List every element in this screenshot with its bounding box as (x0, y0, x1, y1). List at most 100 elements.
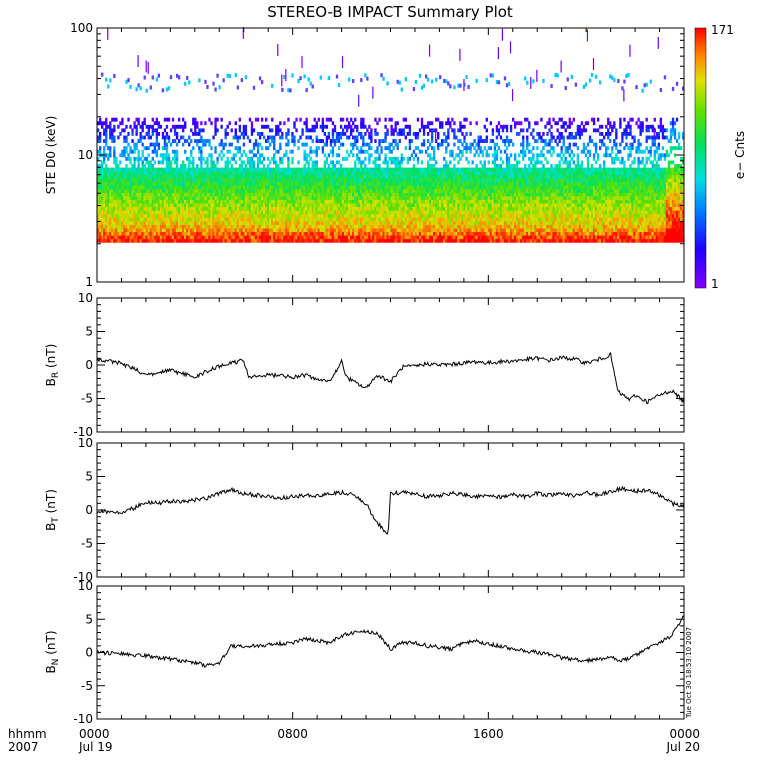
spectrogram-cell (99, 181, 102, 186)
spectrogram-cell (428, 181, 432, 186)
spectrogram-cell (299, 231, 302, 236)
spectrogram-cell (394, 124, 397, 129)
spectrogram-cell (194, 210, 197, 215)
spectrogram-cell (208, 210, 211, 215)
spectrogram-cell (285, 171, 288, 176)
spectrogram-cell (105, 235, 108, 240)
spectrogram-cell (163, 188, 167, 193)
spectrogram-cell (186, 206, 189, 211)
spectrogram-cell (392, 139, 395, 143)
spectrogram-cell (370, 210, 373, 215)
spectrogram-cell (165, 146, 169, 151)
spectrogram-cell (281, 206, 284, 211)
spectrogram-cell (202, 156, 205, 161)
spectrogram-cell (398, 213, 401, 218)
spectrogram-cell (459, 181, 462, 186)
spectrogram-cell (119, 131, 122, 136)
spectrogram-cell (238, 117, 242, 122)
spectrogram-cell (394, 142, 397, 147)
spectrogram-cell (420, 210, 424, 215)
spectrogram-cell (435, 174, 438, 179)
spectrogram-cell (171, 167, 175, 172)
spectrogram-cell (129, 160, 132, 165)
spectrogram-cell (335, 221, 339, 225)
spectrogram-cell (153, 238, 156, 243)
spectrogram-cell (323, 196, 327, 200)
spectrogram-cell (461, 185, 464, 190)
spectrogram-cell (311, 171, 314, 176)
spectrogram-cell (250, 203, 254, 208)
spectrogram-cell (388, 192, 391, 197)
spectrogram-cell (161, 153, 165, 158)
spectrogram-cell (424, 228, 428, 233)
spectrogram-cell (147, 181, 150, 186)
spectrogram-cell (420, 213, 424, 218)
spectrogram-cell (418, 231, 422, 236)
spectrogram-cell (238, 206, 242, 211)
spectrogram-cell (265, 171, 268, 176)
spectrogram-cell (198, 231, 201, 236)
spectrogram-cell (333, 164, 337, 168)
spectrogram-cell (165, 231, 169, 236)
spectrogram-cell (265, 117, 268, 122)
spectrogram-cell (242, 238, 246, 243)
spectrogram-cell (228, 224, 231, 229)
spectrogram-cell (238, 231, 242, 236)
spectrogram-cell (313, 167, 316, 172)
spectrogram-cell (394, 203, 397, 208)
spectrogram-cell (323, 210, 327, 215)
spectrogram-cell (449, 174, 452, 179)
spectrogram-cell (109, 167, 112, 172)
spectrogram-cell (177, 228, 181, 233)
spectrogram-cell (384, 171, 387, 176)
spectrogram-cell (287, 178, 290, 183)
spectrogram-cell (179, 217, 183, 222)
spectrogram-cell (228, 206, 231, 211)
spectrogram-cell (119, 231, 122, 236)
spectrogram-cell (192, 146, 195, 151)
spectrogram-cell (420, 160, 424, 165)
spectrogram-cell (115, 213, 118, 218)
spectrogram-cell (313, 199, 316, 204)
spectrogram-cell (435, 196, 438, 200)
spectrogram-cell (358, 224, 361, 229)
spectrogram-cell (309, 192, 312, 197)
spectrogram-cell (354, 164, 357, 168)
spectrogram-cell (281, 160, 284, 165)
spectrogram-cell (190, 149, 193, 154)
spectrogram-cell (101, 228, 104, 233)
spectrogram-cell (364, 149, 367, 154)
spectrogram-cell (315, 192, 318, 197)
spectrogram-cell (390, 235, 393, 240)
spectrogram-cell (303, 217, 306, 222)
spectrogram-cell (392, 131, 395, 136)
spectrogram-cell (439, 174, 442, 179)
spectrogram-cell (165, 203, 169, 208)
spectrogram-cell (188, 171, 191, 176)
spectrogram-cell (307, 213, 310, 218)
spectrogram-cell (196, 199, 199, 204)
spectrogram-cell (151, 206, 154, 211)
spectrogram-cell (121, 192, 124, 197)
spectrogram-cell (204, 174, 207, 179)
spectrogram-cell (416, 156, 420, 161)
spectrogram-cell (127, 181, 130, 186)
spectrogram-cell (337, 231, 341, 236)
spectrogram-cell (230, 235, 233, 240)
spectrogram-cell (343, 174, 347, 179)
spectrogram-cell (455, 235, 458, 240)
spectrogram-cell (216, 235, 219, 240)
spectrogram-cell (238, 228, 242, 233)
spectrogram-cell (392, 160, 395, 165)
spectrogram-cell (394, 188, 397, 193)
spectrogram-cell (115, 203, 118, 208)
spectrogram-cell (400, 185, 403, 190)
spectrogram-cell (258, 188, 262, 193)
spectrogram-cell (398, 167, 401, 172)
spectrogram-cell (368, 160, 371, 165)
spectrogram-cell (153, 210, 156, 215)
spectrogram-cell (107, 221, 110, 225)
spectrogram-cell (469, 221, 472, 225)
spectrogram-cell (285, 149, 288, 154)
spectrogram-cell (469, 196, 472, 200)
